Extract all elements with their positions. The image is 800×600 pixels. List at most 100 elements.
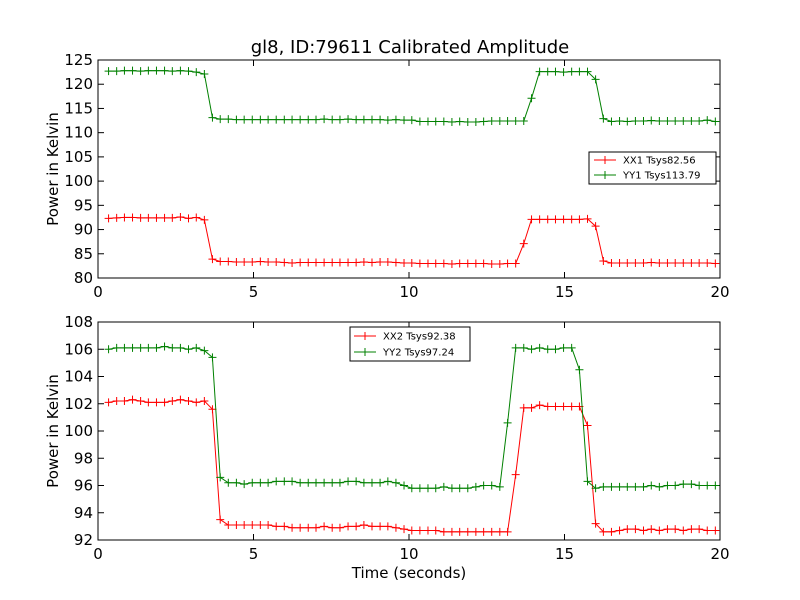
bottom-point-yy2 [216,473,225,482]
top-point-xx1 [120,213,129,222]
top-point-xx1 [200,215,209,224]
bottom-point-yy2 [487,481,496,490]
top-legend-box [588,151,717,185]
top-point-yy1 [607,117,616,126]
bottom-point-xx2 [352,522,361,531]
top-point-xx1 [575,215,584,224]
bottom-point-xx2 [296,523,305,532]
bottom-point-yy2 [112,343,121,352]
top-point-xx1 [168,213,177,222]
top-point-xx1 [256,257,265,266]
bottom-point-yy2 [567,343,576,352]
top-point-yy1 [567,67,576,76]
top-point-xx1 [320,258,329,267]
top-point-yy1 [543,67,552,76]
top-point-yy1 [431,117,440,126]
top-point-xx1 [711,259,720,268]
bottom-point-yy2 [335,478,344,487]
bottom-point-xx2 [527,403,536,412]
top-point-xx1 [519,239,528,248]
top-point-xx1 [304,258,313,267]
top-point-xx1 [367,258,376,267]
top-point-yy1 [439,117,448,126]
top-point-yy1 [296,115,305,124]
top-point-yy1 [112,67,121,76]
top-point-yy1 [663,117,672,126]
top-point-yy1 [216,115,225,124]
top-point-xx1 [335,258,344,267]
bottom-point-yy2 [296,478,305,487]
bottom-point-yy2 [104,345,113,354]
top-point-yy1 [320,115,329,124]
top-point-xx1 [447,259,456,268]
bottom-y-tick-label: 96 [74,477,93,495]
top-point-xx1 [559,215,568,224]
top-y-axis-label: Power in Kelvin [44,112,62,226]
top-point-xx1 [288,258,297,267]
top-y-tick-label: 110 [64,124,93,142]
bottom-point-yy2 [320,478,329,487]
top-point-xx1 [415,259,424,268]
top-point-xx1 [527,215,536,224]
bottom-point-xx2 [248,521,257,530]
top-y-tick-label: 90 [74,221,93,239]
top-point-xx1 [423,259,432,268]
top-point-yy1 [503,117,512,126]
bottom-point-xx2 [359,521,368,530]
bottom-point-xx2 [320,522,329,531]
bottom-point-xx2 [663,525,672,534]
bottom-y-tick-label: 100 [64,422,93,440]
bottom-point-xx2 [224,521,233,530]
top-x-tick-label: 20 [710,283,729,301]
bottom-point-xx2 [495,527,504,536]
top-point-yy1 [687,117,696,126]
top-point-xx1 [264,258,273,267]
bottom-point-xx2 [168,397,177,406]
top-point-yy1 [208,113,217,122]
bottom-y-tick-label: 104 [64,368,93,386]
top-series-layer [104,66,720,268]
bottom-point-yy2 [503,418,512,427]
top-point-yy1 [655,117,664,126]
bottom-point-xx2 [400,525,409,534]
bottom-point-xx2 [152,398,161,407]
bottom-point-xx2 [671,525,680,534]
bottom-point-yy2 [431,484,440,493]
top-point-xx1 [671,258,680,267]
bottom-point-xx2 [639,526,648,535]
top-point-yy1 [359,115,368,124]
bottom-point-xx2 [367,522,376,531]
bottom-point-yy2 [455,484,464,493]
top-point-yy1 [352,115,361,124]
bottom-point-xx2 [176,395,185,404]
top-point-yy1 [511,117,520,126]
top-point-yy1 [623,117,632,126]
top-point-xx1 [551,215,560,224]
bottom-point-xx2 [200,397,209,406]
bottom-point-yy2 [463,484,472,493]
top-point-yy1 [304,115,313,124]
top-point-yy1 [400,116,409,125]
bottom-point-yy2 [423,484,432,493]
bottom-point-xx2 [232,521,241,530]
top-point-yy1 [192,68,201,77]
top-point-yy1 [551,67,560,76]
bottom-point-xx2 [463,527,472,536]
top-y-tick-label: 100 [64,172,93,190]
bottom-legend-label-yy2: YY2 Tsys97.24 [382,348,454,359]
bottom-y-tick-label: 102 [64,395,93,413]
top-y-tick-label: 115 [64,99,93,117]
top-point-yy1 [312,115,321,124]
bottom-point-xx2 [391,523,400,532]
top-point-xx1 [431,259,440,268]
top-point-xx1 [216,257,225,266]
bottom-point-xx2 [240,521,249,530]
top-point-xx1 [104,214,113,223]
top-point-xx1 [471,259,480,268]
top-point-xx1 [383,258,392,267]
top-point-xx1 [248,258,257,267]
top-point-yy1 [575,67,584,76]
top-point-xx1 [543,215,552,224]
bottom-x-axis-label: Time (seconds) [351,564,467,582]
